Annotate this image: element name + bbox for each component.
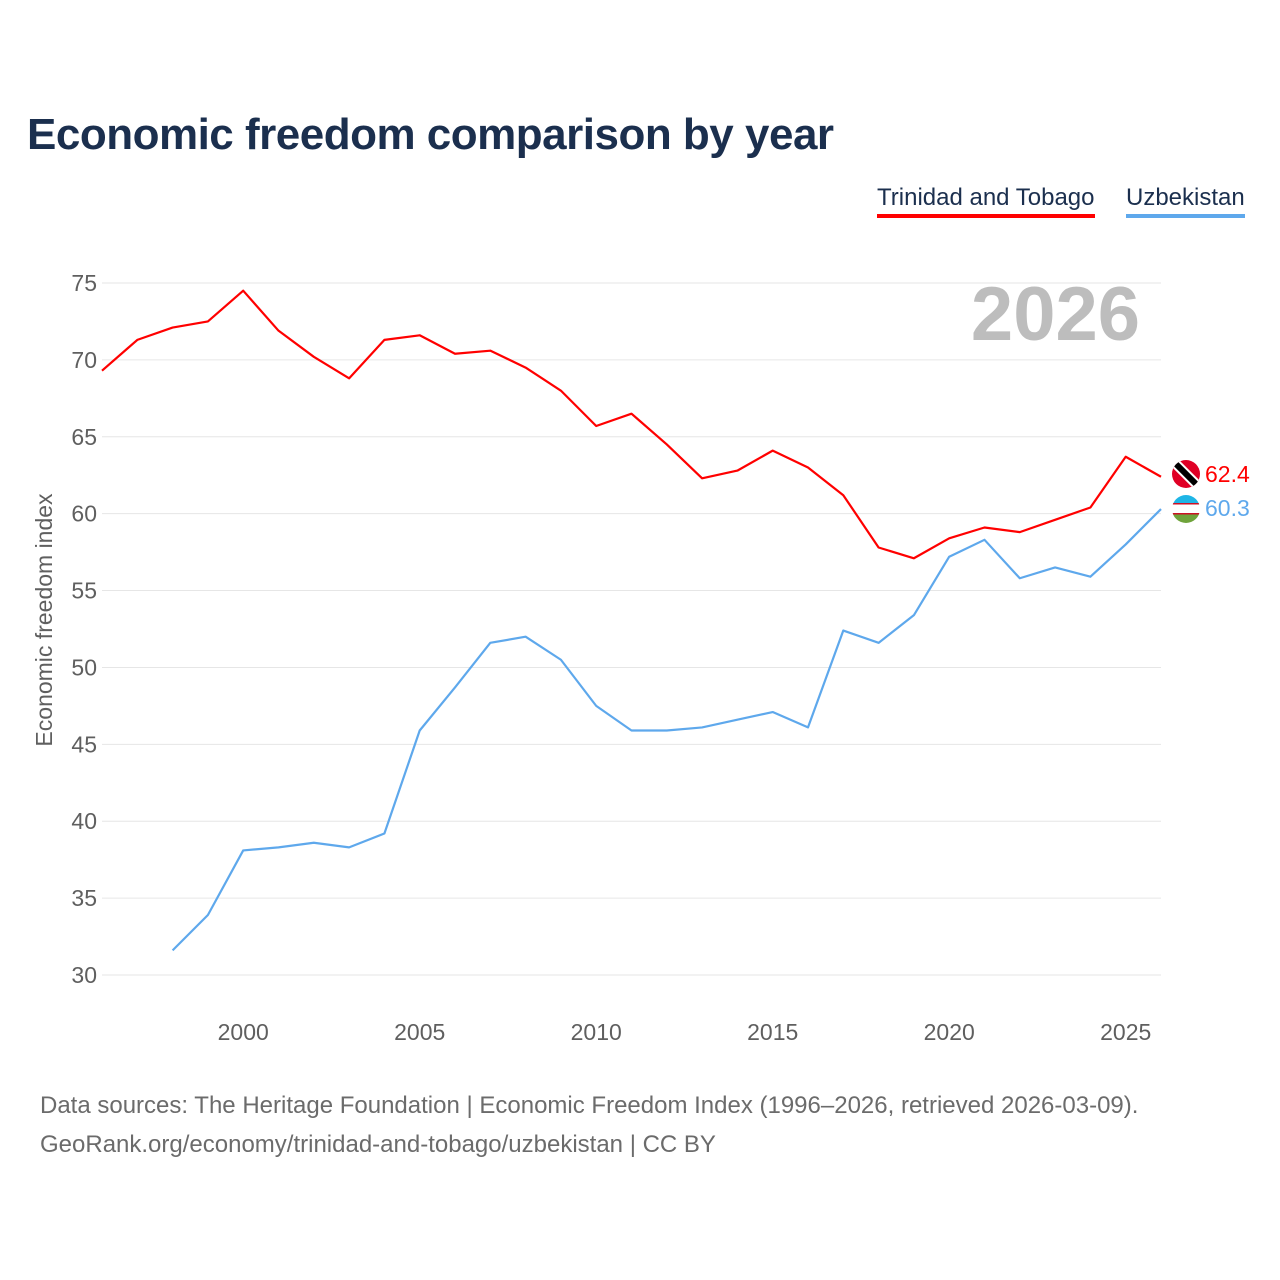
x-tick-label: 2020 <box>924 1019 975 1045</box>
x-tick-label: 2010 <box>571 1019 622 1045</box>
y-tick-label: 60 <box>71 501 97 527</box>
legend-trinidad-and-tobago[interactable]: Trinidad and Tobago <box>877 184 1095 218</box>
x-tick-label: 2015 <box>747 1019 798 1045</box>
y-tick-label: 50 <box>71 654 97 680</box>
end-label-uzbekistan: 60.3 <box>1205 495 1250 521</box>
x-tick-label: 2000 <box>218 1019 269 1045</box>
y-tick-label: 75 <box>71 270 97 296</box>
y-tick-label: 70 <box>71 347 97 373</box>
y-tick-label: 45 <box>71 731 97 757</box>
source-link[interactable]: GeoRank.org/economy/trinidad-and-tobago/… <box>40 1131 716 1158</box>
x-tick-label: 2025 <box>1100 1019 1151 1045</box>
y-tick-label: 35 <box>71 885 97 911</box>
legend-uzbekistan[interactable]: Uzbekistan <box>1126 184 1245 218</box>
y-axis-label: Economic freedom index <box>31 493 57 747</box>
data-sources: Data sources: The Heritage Foundation | … <box>40 1092 1139 1119</box>
chart-title: Economic freedom comparison by year <box>27 110 834 159</box>
y-tick-label: 30 <box>71 962 97 988</box>
end-label-trinidad-and-tobago: 62.4 <box>1205 461 1250 487</box>
year-watermark: 2026 <box>971 272 1140 357</box>
y-tick-label: 65 <box>71 424 97 450</box>
series-line-uzbekistan[interactable] <box>171 508 1162 952</box>
footer: Data sources: The Heritage Foundation | … <box>40 1086 1138 1164</box>
trinidad-and-tobago-flag-icon <box>1172 460 1200 488</box>
uzbekistan-flag-icon <box>1172 495 1200 523</box>
y-tick-label: 40 <box>71 808 97 834</box>
y-tick-label: 55 <box>71 578 97 604</box>
x-tick-label: 2005 <box>394 1019 445 1045</box>
